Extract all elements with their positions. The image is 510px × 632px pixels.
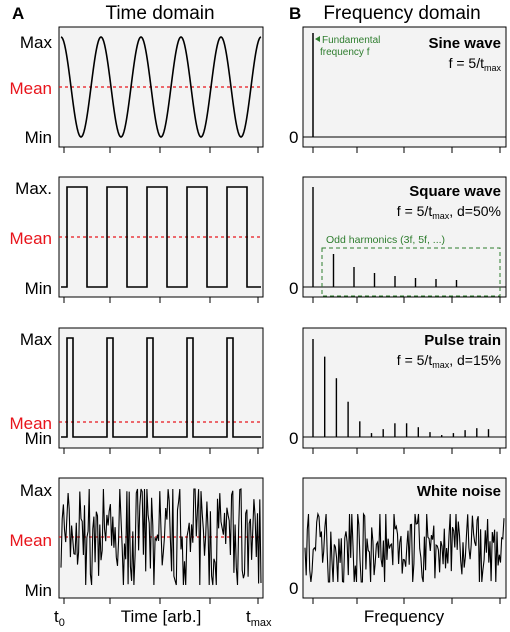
panel-b-title: Frequency domain	[323, 3, 480, 24]
freq-ticks	[312, 448, 501, 454]
row-noise: Max Mean Min 0 White noise	[9, 477, 507, 604]
signal-title: Sine wave	[428, 35, 501, 52]
row-pulse: Max Mean Min 0 Pulse train f = 5/tmax, d…	[9, 327, 507, 454]
panel-a-title: Time domain	[105, 3, 214, 24]
freq-ticks	[312, 297, 501, 303]
time-ticks	[63, 598, 259, 604]
square-harmonic-peaks	[312, 187, 458, 287]
panel-a-letter: A	[12, 4, 24, 23]
pulse-train-trace	[61, 337, 261, 438]
signal-title: Pulse train	[424, 332, 501, 349]
fundamental-annotation-line1: Fundamental	[322, 35, 380, 46]
freq-ticks	[312, 598, 501, 604]
y-mean-label: Mean	[9, 229, 52, 248]
white-noise-spectrum	[304, 511, 505, 583]
panel-b-letter: B	[289, 4, 301, 23]
fundamental-arrow-icon	[315, 36, 320, 42]
time-panel-pulse	[58, 327, 264, 449]
time-ticks	[63, 297, 259, 303]
y-max-label: Max	[20, 481, 53, 500]
frequency-spec: f = 5/tmax	[449, 55, 502, 73]
tmax-label: tmax	[246, 607, 272, 629]
time-ticks	[63, 448, 259, 454]
fundamental-annotation-line2: frequency f	[320, 47, 370, 58]
y-min-label: Min	[25, 279, 52, 298]
y-mean-label: Mean	[9, 531, 52, 550]
y-min-label: Min	[25, 429, 52, 448]
freq-zero-label: 0	[289, 279, 298, 298]
odd-harmonics-annotation: Odd harmonics (3f, 5f, ...)	[326, 234, 445, 246]
row-sine: Max Mean Min 0 Fundamental frequency f S…	[9, 26, 507, 153]
frequency-spec: f = 5/tmax, d=15%	[397, 352, 501, 370]
signal-title: White noise	[417, 483, 501, 500]
y-max-label: Max	[20, 33, 53, 52]
time-ticks	[63, 147, 259, 153]
frequency-axis-label: Frequency	[364, 607, 445, 626]
row-square: Max. Mean Min 0 Square wave f = 5/tmax, …	[9, 176, 507, 303]
y-max-label: Max.	[15, 179, 52, 198]
time-axis-label: Time [arb.]	[121, 607, 202, 626]
signal-title: Square wave	[409, 183, 501, 200]
y-min-label: Min	[25, 581, 52, 600]
freq-panel-square	[302, 176, 507, 298]
odd-harmonics-box	[321, 247, 501, 297]
freq-panel-sine	[302, 26, 507, 148]
white-noise-trace	[60, 488, 262, 586]
square-wave-trace	[61, 186, 261, 288]
freq-zero-label: 0	[289, 128, 298, 147]
y-mean-label: Mean	[9, 79, 52, 98]
y-min-label: Min	[25, 128, 52, 147]
y-mean-label: Mean	[9, 414, 52, 433]
frequency-spec: f = 5/tmax, d=50%	[397, 203, 501, 221]
sine-wave-trace	[60, 36, 262, 138]
freq-ticks	[312, 147, 501, 153]
freq-zero-label: 0	[289, 429, 298, 448]
freq-panel-noise	[302, 477, 507, 599]
t0-label: t0	[54, 607, 65, 629]
freq-zero-label: 0	[289, 579, 298, 598]
y-max-label: Max	[20, 330, 53, 349]
